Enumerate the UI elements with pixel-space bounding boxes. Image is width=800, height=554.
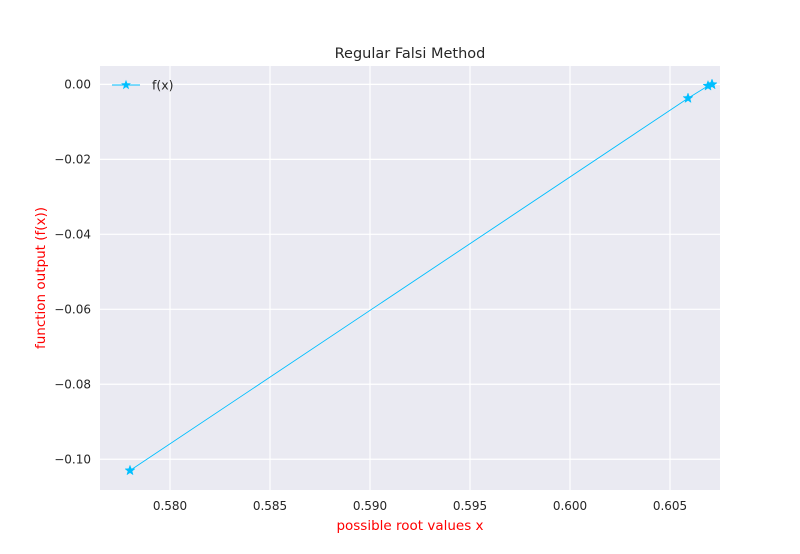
y-tick-label: −0.08 [54,377,91,391]
y-tick-label: 0.00 [64,77,91,91]
x-tick-label: 0.600 [553,499,587,513]
x-tick-label: 0.585 [253,499,287,513]
x-axis-label: possible root values x [336,518,483,534]
data-point [682,92,694,104]
series-layer [124,78,718,476]
y-axis-label: function output (f(x)) [33,207,49,349]
data-point [706,78,718,90]
legend-star-marker [121,79,131,90]
data-point [124,464,136,476]
ticks: 0.580 0.585 0.590 0.595 0.600 0.605 0.00 −0.02 −… [54,77,687,513]
y-tick-label: −0.06 [54,302,91,316]
plot-background [100,66,720,490]
x-tick-label: 0.590 [353,499,387,513]
legend-label-fx: f(x) [152,78,174,93]
y-tick-label: −0.10 [54,452,91,466]
x-tick-label: 0.595 [453,499,487,513]
x-tick-label: 0.580 [153,499,187,513]
legend: f(x) [112,78,174,93]
grid [100,66,720,490]
x-tick-label: 0.605 [653,499,687,513]
y-tick-label: −0.04 [54,227,91,241]
chart-title: Regular Falsi Method [335,46,486,62]
y-tick-label: −0.02 [54,152,91,166]
